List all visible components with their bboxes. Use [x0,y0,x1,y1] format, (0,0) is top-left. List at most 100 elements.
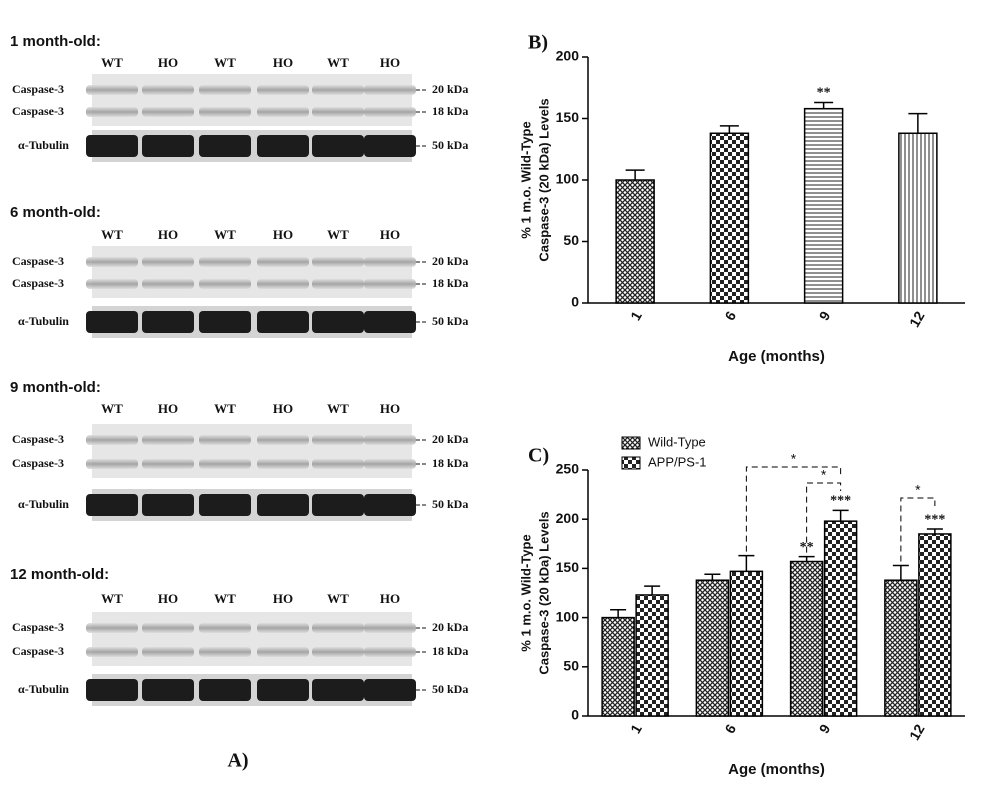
band [364,107,416,117]
lane-label: HO [380,401,400,416]
error-bar [908,112,928,134]
band [142,135,194,157]
band [257,85,309,95]
band [142,107,194,117]
band [86,679,138,701]
x-tick-label: 9 [816,721,834,736]
band [364,647,416,657]
band [199,85,251,95]
lane-label: WT [214,227,236,242]
band [86,459,138,469]
band [257,459,309,469]
lane-label: HO [158,55,178,70]
blot-title: 1 month-old: [10,33,101,50]
error-bar [625,169,645,180]
band [142,279,194,289]
row-label: Caspase-3 [12,276,64,290]
y-tick-label: 100 [556,171,580,187]
bar [729,570,764,717]
band [312,679,364,701]
lane-label: WT [101,227,123,242]
band [312,435,364,445]
x-tick-label: 6 [721,721,739,736]
blot-strip [92,612,412,666]
band [86,494,138,516]
lane-label: HO [273,591,293,606]
bar [695,579,730,717]
band [199,623,251,633]
band [142,311,194,333]
y-tick-label: 50 [563,232,579,248]
lane-label: HO [380,591,400,606]
band [86,279,138,289]
error-bar [814,101,834,109]
blot-title: 6 month-old: [10,204,101,221]
bar [918,533,952,717]
lane-label: WT [214,401,236,416]
band [312,257,364,267]
y-tick-label: 200 [556,510,580,526]
kda-label: 50 kDa [432,497,468,511]
significance-bracket [900,497,936,562]
band [312,85,364,95]
band [312,494,364,516]
y-axis-label: % 1 m.o. Wild-Type [518,121,533,238]
bracket-label: * [821,467,827,483]
kda-label: 20 kDa [432,254,468,268]
band [312,107,364,117]
lane-label: HO [273,227,293,242]
band [257,623,309,633]
row-label: α-Tubulin [18,314,69,328]
band [312,459,364,469]
error-bar [832,509,849,522]
band [86,135,138,157]
y-tick-label: 100 [556,608,580,624]
band [142,459,194,469]
legend-label: APP/PS-1 [648,454,707,469]
band [142,679,194,701]
blot-strip [92,246,412,298]
lane-label: WT [327,55,349,70]
error-bar [926,528,943,534]
row-label: Caspase-3 [12,620,64,634]
kda-label: 18 kDa [432,104,468,118]
error-bar [798,555,815,562]
kda-label: 50 kDa [432,138,468,152]
kda-label: 50 kDa [432,682,468,696]
band [142,623,194,633]
blot-strip [92,424,412,478]
band [199,459,251,469]
x-tick-label: 12 [906,721,928,743]
row-label: Caspase-3 [12,456,64,470]
kda-label: 20 kDa [432,82,468,96]
lane-label: WT [327,227,349,242]
band [364,311,416,333]
band [142,647,194,657]
significance-label: *** [924,512,945,527]
bar [823,520,858,717]
kda-label: 20 kDa [432,620,468,634]
bar [709,132,750,304]
band [364,279,416,289]
y-axis-label: Caspase-3 (20 kDa) Levels [536,511,551,674]
legend-swatch [621,436,641,450]
band [364,459,416,469]
error-bar [610,608,627,618]
band [364,494,416,516]
lane-label: WT [327,591,349,606]
lane-label: WT [214,591,236,606]
lane-label: WT [327,401,349,416]
row-label: Caspase-3 [12,104,64,118]
band [257,279,309,289]
legend-label: Wild-Type [648,434,706,449]
band [199,107,251,117]
x-axis-label: Age (months) [728,348,825,365]
band [142,494,194,516]
significance-label: ** [817,86,831,101]
lane-label: HO [158,401,178,416]
bracket-label: * [915,482,921,498]
y-axis-label: % 1 m.o. Wild-Type [518,534,533,651]
row-label: α-Tubulin [18,138,69,152]
band [364,623,416,633]
x-tick-label: 1 [627,308,645,323]
